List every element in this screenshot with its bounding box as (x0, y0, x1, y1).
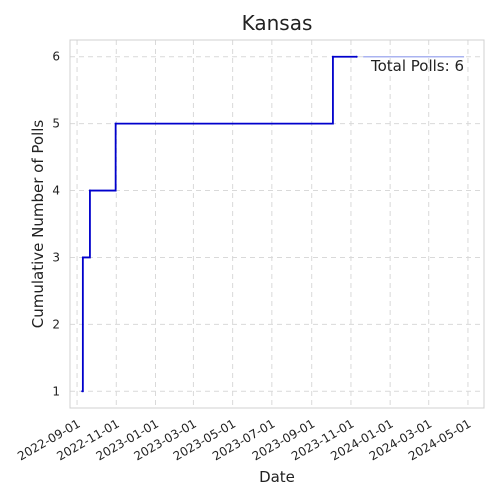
y-tick-label: 2 (52, 317, 60, 331)
series-layer (81, 55, 358, 393)
data-point (81, 256, 84, 259)
data-point (331, 55, 334, 58)
x-axis: 2022-09-012022-11-012023-01-012023-03-01… (15, 416, 473, 463)
data-point (81, 390, 84, 393)
y-tick-label: 6 (52, 50, 60, 64)
total-polls-annotation: Total Polls: 6 (370, 57, 464, 75)
plot-area-frame (69, 39, 485, 409)
data-point (114, 122, 117, 125)
y-tick-label: 5 (52, 117, 60, 131)
y-tick-label: 3 (52, 250, 60, 264)
data-point (88, 189, 91, 192)
y-tick-label: 4 (52, 184, 60, 198)
y-tick-label: 1 (52, 384, 60, 398)
x-axis-label: Date (259, 468, 295, 486)
data-point (355, 55, 358, 58)
y-axis-label: Cumulative Number of Polls (29, 120, 47, 329)
series-line (81, 55, 357, 393)
grid (70, 40, 484, 408)
chart-title: Kansas (242, 11, 313, 35)
y-axis: 1 2 3 4 5 6 (52, 50, 60, 399)
